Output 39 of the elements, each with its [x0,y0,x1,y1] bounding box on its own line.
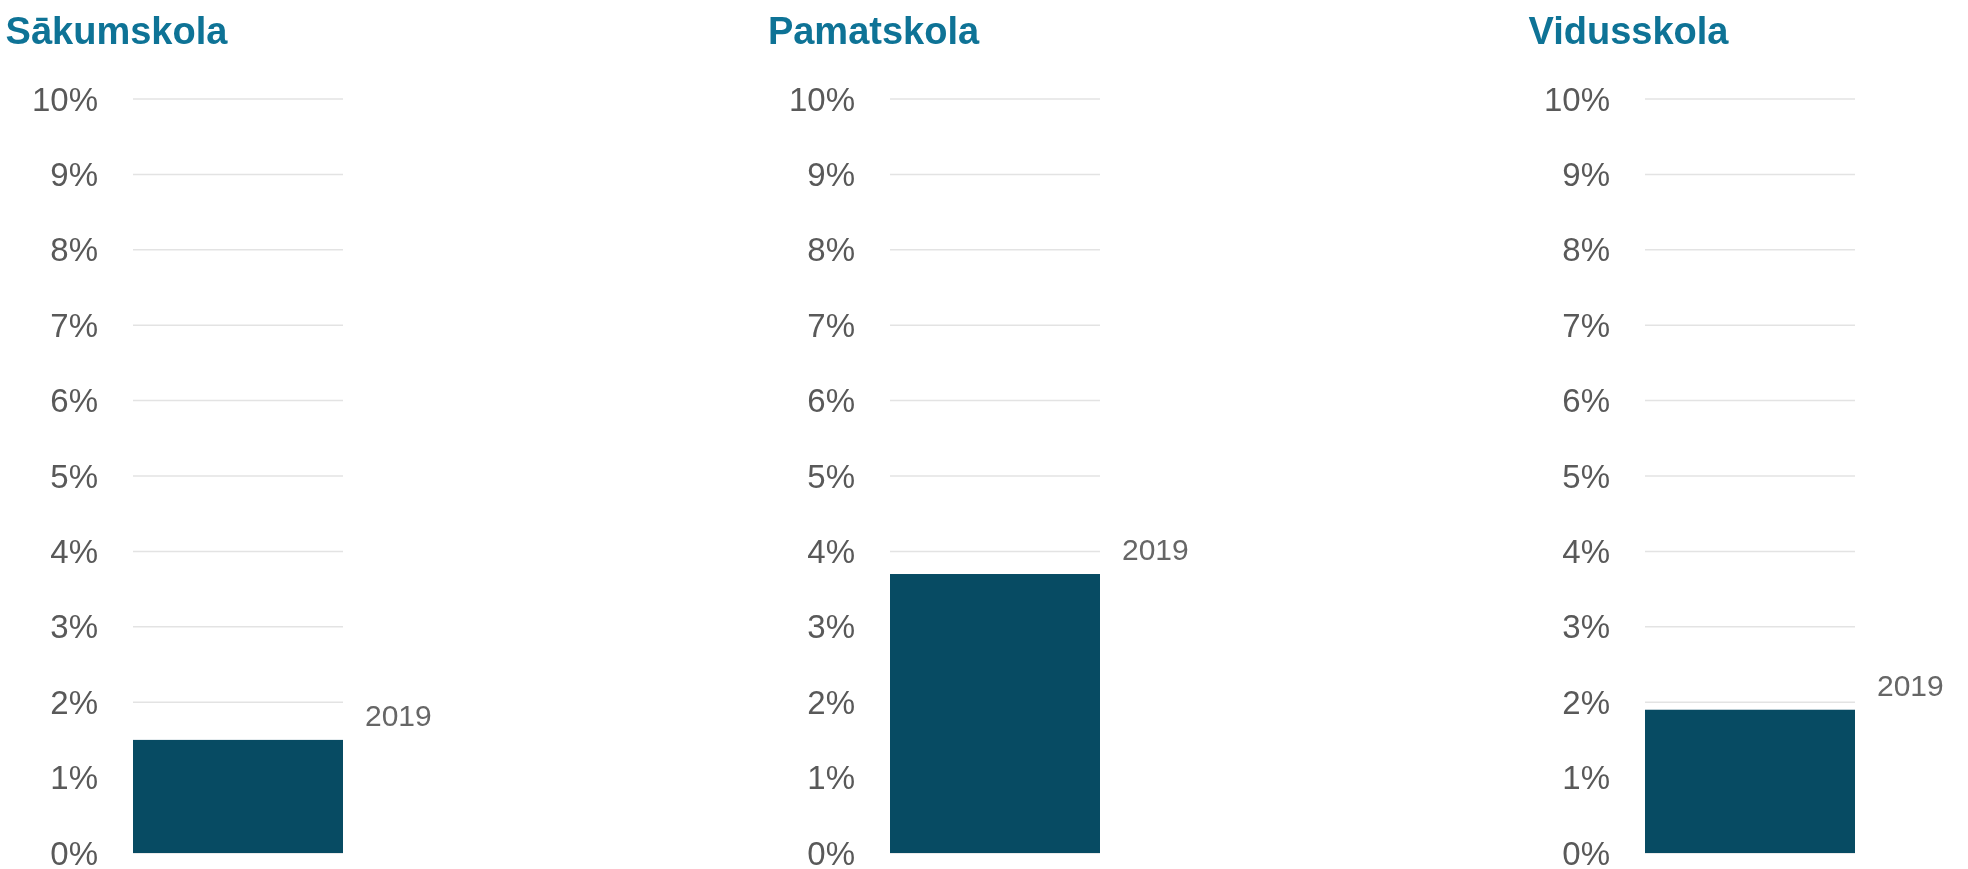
y-tick-label: 2% [50,683,98,721]
y-tick-label: 2% [1562,683,1610,721]
y-tick-label: 0% [807,834,855,869]
y-tick-label: 5% [807,457,855,495]
series-label: 2019 [365,698,432,732]
y-tick-label: 9% [50,155,98,193]
y-tick-label: 8% [807,231,855,269]
y-tick-label: 9% [807,155,855,193]
y-tick-label: 5% [50,457,98,495]
series-label: 2019 [1122,533,1189,567]
y-tick-label: 9% [1562,155,1610,193]
y-tick-label: 3% [1562,608,1610,646]
y-tick-label: 1% [50,759,98,797]
y-tick-label: 10% [1543,80,1610,118]
y-tick-label: 6% [50,382,98,420]
chart-title: Sākumskola [5,10,229,52]
y-tick-label: 4% [807,532,855,570]
y-tick-label: 1% [1562,759,1610,797]
y-tick-label: 2% [807,683,855,721]
y-tick-label: 4% [50,532,98,570]
y-tick-label: 1% [807,759,855,797]
chart-title: Vidusskola [1528,10,1730,52]
y-tick-label: 8% [1562,231,1610,269]
y-tick-label: 6% [1562,382,1610,420]
y-tick-label: 10% [788,80,855,118]
series-label: 2019 [1877,668,1944,702]
y-tick-label: 4% [1562,532,1610,570]
y-tick-label: 8% [50,231,98,269]
y-tick-label: 0% [1562,834,1610,869]
y-tick-label: 0% [50,834,98,869]
y-tick-label: 7% [50,306,98,344]
chart-title: Pamatskola [767,10,980,52]
y-tick-label: 3% [807,608,855,646]
y-tick-label: 5% [1562,457,1610,495]
y-tick-label: 3% [50,608,98,646]
y-tick-label: 7% [1562,306,1610,344]
y-tick-label: 10% [31,80,98,118]
y-tick-label: 7% [807,306,855,344]
y-tick-label: 6% [807,382,855,420]
